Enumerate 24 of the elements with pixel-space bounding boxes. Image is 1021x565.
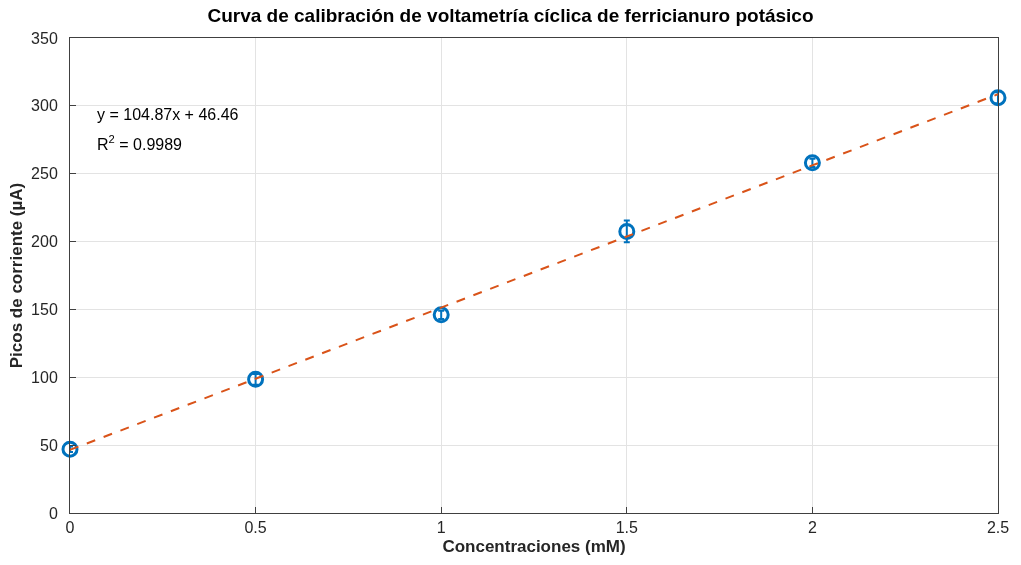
x-tick-label: 2 — [807, 519, 817, 537]
y-axis-title: Picos de corriente (µA) — [6, 182, 26, 369]
y-tick-label: 250 — [31, 165, 58, 183]
y-tick-label: 200 — [31, 233, 58, 251]
annotation: R$^{2}$ = 0.9989 — [97, 133, 183, 153]
point — [247, 370, 265, 388]
point — [803, 154, 821, 172]
y-tick-label: 50 — [40, 436, 58, 454]
x-tick-label: 0 — [65, 519, 75, 537]
y-tick-label: 350 — [31, 29, 58, 47]
point — [432, 306, 450, 324]
annotation: y = 104.87x + 46.46 — [97, 106, 239, 123]
y-tick-label: 150 — [31, 301, 58, 319]
x-tick-label: 1 — [436, 519, 446, 537]
chart-title: Curva de calibración de voltametría cíclica de ferricianuro potásico — [207, 4, 814, 26]
point — [618, 222, 636, 240]
y-tick-label: 0 — [48, 504, 58, 522]
x-tick-label: 0.5 — [244, 519, 267, 537]
y-tick-label: 300 — [31, 97, 58, 115]
y-tick-label: 100 — [31, 368, 58, 386]
x-tick-label: 1.5 — [615, 519, 639, 537]
point — [989, 89, 1007, 107]
x-tick-label: 2.5 — [986, 519, 1010, 537]
x-axis-title: Concentraciones (mM) — [442, 536, 626, 556]
